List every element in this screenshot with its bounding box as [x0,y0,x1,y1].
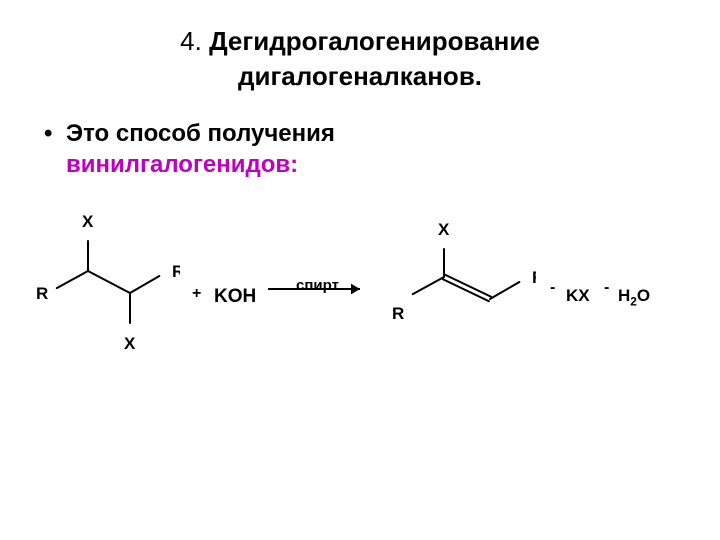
slide-title: 4. Дегидрогалогенирование дигалогеналкан… [0,24,720,94]
bullet-area: Это способ получения винилгалогенидов: [0,118,720,180]
byproduct-h2o: H2O [618,286,650,306]
arrow-label: спирт [296,277,339,294]
minus-icon: - [604,279,609,297]
h2o-h: H [618,286,630,305]
h2o-o: O [637,286,650,305]
bullet-prefix: Это способ получения [66,120,335,147]
h2o-sub: 2 [630,294,637,308]
svg-text:X: X [438,220,450,239]
bullet-term: винилгалогенидов: [66,151,298,178]
minus-icon: - [550,279,555,297]
title-line-1: Дегидрогалогенирование [209,26,540,56]
product-structure: X R R [386,219,536,339]
svg-text:R: R [532,268,536,287]
bullet-item: Это способ получения винилгалогенидов: [44,118,720,180]
slide: 4. Дегидрогалогенирование дигалогеналкан… [0,0,720,540]
svg-text:R: R [392,304,404,323]
reaction-arrow [0,211,720,411]
title-number: 4. [180,26,202,56]
title-line-2: дигалогеналканов. [238,61,482,91]
byproduct-kx: KX [566,286,590,306]
reaction-area: RXRX + KOH спирт XRR - KX - H2O [0,211,720,411]
